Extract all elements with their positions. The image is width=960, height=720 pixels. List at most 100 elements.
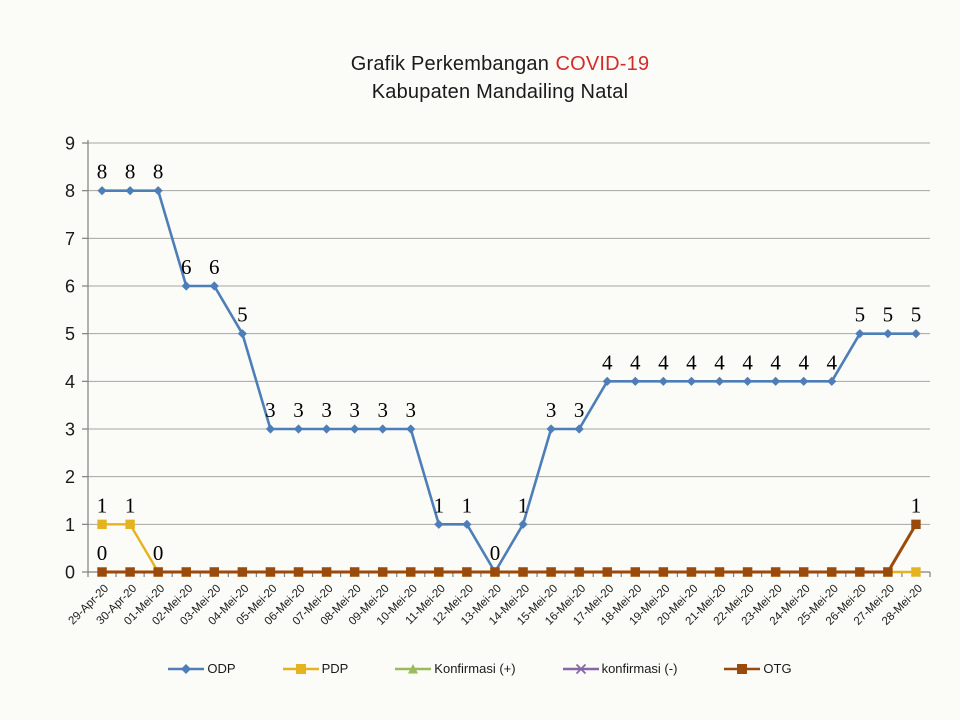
- y-tick-label: 2: [65, 467, 75, 487]
- data-point: [911, 329, 921, 339]
- y-tick-label: 9: [65, 134, 75, 154]
- data-point: [602, 376, 612, 386]
- data-point: [237, 567, 248, 577]
- data-point: [574, 424, 584, 434]
- data-point: [125, 186, 135, 196]
- data-point-label: 3: [574, 398, 585, 422]
- data-point: [153, 186, 163, 196]
- data-point: [125, 519, 135, 530]
- y-tick-label: 1: [65, 515, 75, 535]
- chart-title-line1: Grafik Perkembangan COVID-19: [40, 50, 960, 78]
- data-point: [855, 329, 865, 339]
- data-point-label: 5: [883, 303, 894, 327]
- data-point: [602, 567, 612, 577]
- data-point: [574, 567, 584, 577]
- data-point-label: 1: [434, 493, 445, 517]
- data-point-label: 4: [798, 350, 809, 374]
- data-point: [770, 567, 781, 577]
- y-tick-label: 8: [65, 181, 75, 201]
- data-point-label: 4: [770, 350, 781, 374]
- y-tick-label: 6: [65, 277, 75, 297]
- data-point: [350, 424, 360, 434]
- data-point-label: 1: [518, 493, 529, 517]
- data-point-label: 4: [714, 350, 725, 374]
- data-point: [462, 567, 472, 577]
- konfirmasi-positif-line-marker-icon: [395, 663, 432, 673]
- legend-item-konfirmasi-negatif: konfirmasi (-): [562, 661, 677, 676]
- data-point-label: 0: [97, 541, 108, 565]
- chart-title: Grafik Perkembangan COVID-19 Kabupaten Ma…: [40, 50, 960, 106]
- data-point-label: 4: [658, 350, 669, 374]
- data-point: [686, 567, 697, 577]
- konfirmasi-negatif-line-marker-icon: [562, 663, 599, 674]
- data-point: [406, 424, 416, 434]
- data-point: [293, 424, 304, 434]
- data-point: [237, 329, 247, 339]
- data-point-label: 4: [630, 350, 641, 374]
- data-point: [97, 186, 107, 196]
- data-point: [349, 567, 360, 577]
- data-point-label: 0: [490, 541, 501, 565]
- data-point: [293, 567, 304, 577]
- data-point-label: 1: [462, 493, 473, 517]
- data-point: [883, 329, 893, 339]
- data-point: [630, 567, 640, 577]
- data-point: [630, 376, 640, 386]
- data-point: [827, 376, 837, 386]
- data-point: [686, 376, 697, 386]
- data-point: [265, 567, 276, 577]
- data-point: [406, 567, 416, 577]
- data-point: [911, 519, 921, 530]
- data-point: [911, 567, 921, 577]
- data-point: [855, 567, 865, 577]
- series-OTG: [97, 519, 921, 577]
- data-point: [378, 567, 388, 577]
- x-axis-labels: 29-Apr-2030-Apr-2001-Mei-2002-Mei-2003-M…: [67, 583, 926, 628]
- data-point: [714, 567, 725, 577]
- data-point: [827, 567, 837, 577]
- data-point-label: 3: [265, 398, 276, 422]
- legend-item-konfirmasi-positif: Konfirmasi (+): [395, 661, 516, 676]
- y-tick-label: 4: [65, 372, 75, 392]
- data-point-label: 3: [349, 398, 360, 422]
- legend-label-konfirmasi-positif: Konfirmasi (+): [434, 661, 516, 676]
- data-point-label: 4: [602, 350, 613, 374]
- data-point: [658, 567, 669, 577]
- pdp-line-marker-icon: [282, 663, 319, 674]
- data-point: [714, 376, 725, 386]
- data-point-label: 8: [153, 160, 164, 184]
- data-point: [321, 567, 332, 577]
- data-point-label: 6: [181, 255, 192, 279]
- data-point: [799, 376, 809, 386]
- chart-title-line2: Kabupaten Mandailing Natal: [371, 81, 629, 103]
- data-point: [181, 281, 191, 291]
- odp-line-marker-icon: [168, 663, 205, 674]
- y-tick-label: 5: [65, 324, 75, 344]
- data-point: [658, 376, 668, 386]
- y-tick-label: 0: [65, 563, 75, 583]
- legend-label-odp: ODP: [207, 661, 236, 676]
- data-point-label: 3: [321, 398, 332, 422]
- data-point-label: 6: [209, 255, 220, 279]
- data-point: [125, 567, 135, 577]
- data-point-label: 3: [377, 398, 388, 422]
- data-point-label: 1: [911, 493, 922, 517]
- data-point: [209, 567, 219, 577]
- y-axis-labels: 0 1 2 3 4 5 6 7 8 9: [65, 134, 75, 583]
- data-point: [321, 424, 332, 434]
- data-point: [742, 376, 753, 386]
- data-point-label: 1: [97, 493, 108, 517]
- data-point-label: 5: [855, 303, 866, 327]
- data-point-label: 4: [827, 350, 838, 374]
- data-point-label: 5: [911, 303, 922, 327]
- data-point-label: 0: [153, 541, 164, 565]
- data-point: [518, 519, 528, 529]
- data-point: [462, 519, 472, 529]
- chart-title-covid19: COVID-19: [555, 53, 650, 75]
- data-point: [546, 424, 556, 434]
- data-point: [771, 376, 781, 386]
- data-point-label: 3: [293, 398, 304, 422]
- chart-title-text: Grafik Perkembangan: [350, 53, 550, 75]
